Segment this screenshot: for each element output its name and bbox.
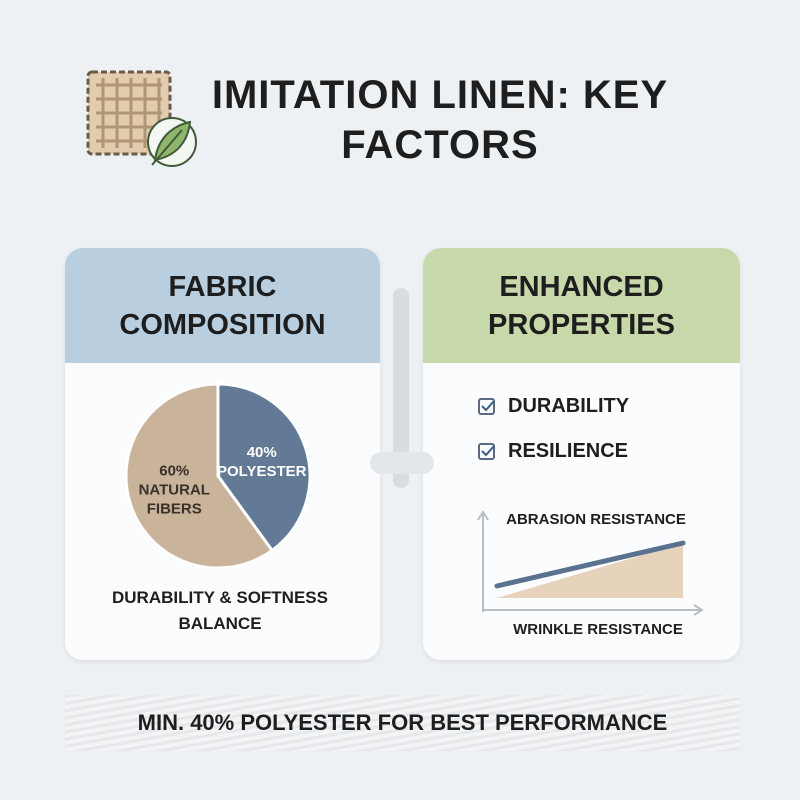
card-title: FABRIC COMPOSITION [65,248,380,363]
slice-value: 40% [246,443,277,461]
y-axis-label: ABRASION RESISTANCE [506,511,686,528]
check-item: DURABILITY [508,395,630,417]
slice-name: POLYESTER [216,462,307,480]
footer-banner: MIN. 40% POLYESTER FOR BEST PERFORMANCE [65,695,740,751]
trend-graph [477,510,704,616]
checkbox [478,398,495,460]
pie-slice [124,382,275,570]
page-title: IMITATION LINEN: KEY FACTORS [211,73,669,167]
check-item: RESILIENCE [508,440,629,462]
properties-card: ENHANCED PROPERTIES [423,248,740,660]
slice-value: 60% [159,462,190,480]
pie-label: 60% NATURAL FIBERS [129,462,219,519]
connector [370,288,434,488]
x-axis-label: WRINKLE RESISTANCE [513,621,683,638]
pie-caption: DURABILITY & SOFTNESS BALANCE [112,588,328,633]
card-title: ENHANCED PROPERTIES [423,248,740,363]
slice-name: NATURAL FIBERS [138,481,210,518]
footer-text: MIN. 40% POLYESTER FOR BEST PERFORMANCE [137,710,668,735]
pie-label: 40% POLYESTER [217,443,307,481]
pie-slice [216,382,312,553]
composition-card: FABRIC COMPOSITION [65,248,380,660]
linen-icon [86,70,197,167]
